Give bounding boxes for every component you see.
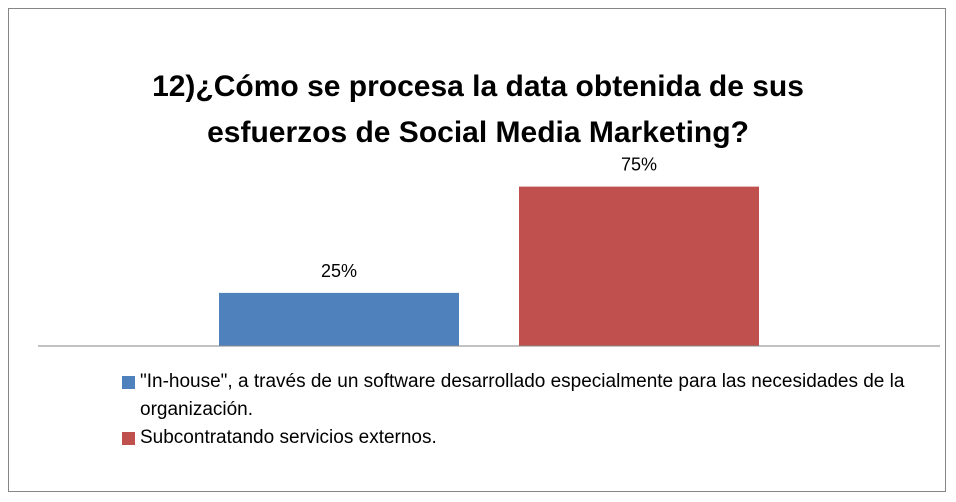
- legend-label: Subcontratando servicios externos.: [140, 427, 437, 448]
- chart-title: 12)¿Cómo se procesa la data obtenida de …: [152, 70, 804, 149]
- data-label: 25%: [321, 261, 357, 281]
- legend: "In-house", a través de un software desa…: [120, 368, 910, 452]
- data-label: 75%: [621, 155, 657, 175]
- bar: [219, 292, 459, 346]
- legend-swatch: [122, 432, 135, 445]
- legend-item: Subcontratando servicios externos.: [120, 424, 910, 452]
- legend-item: "In-house", a través de un software desa…: [120, 368, 910, 424]
- legend-swatch: [122, 376, 135, 389]
- legend-label: "In-house", a través de un software desa…: [140, 371, 905, 420]
- bar: [519, 186, 759, 346]
- chart-frame: [8, 8, 946, 492]
